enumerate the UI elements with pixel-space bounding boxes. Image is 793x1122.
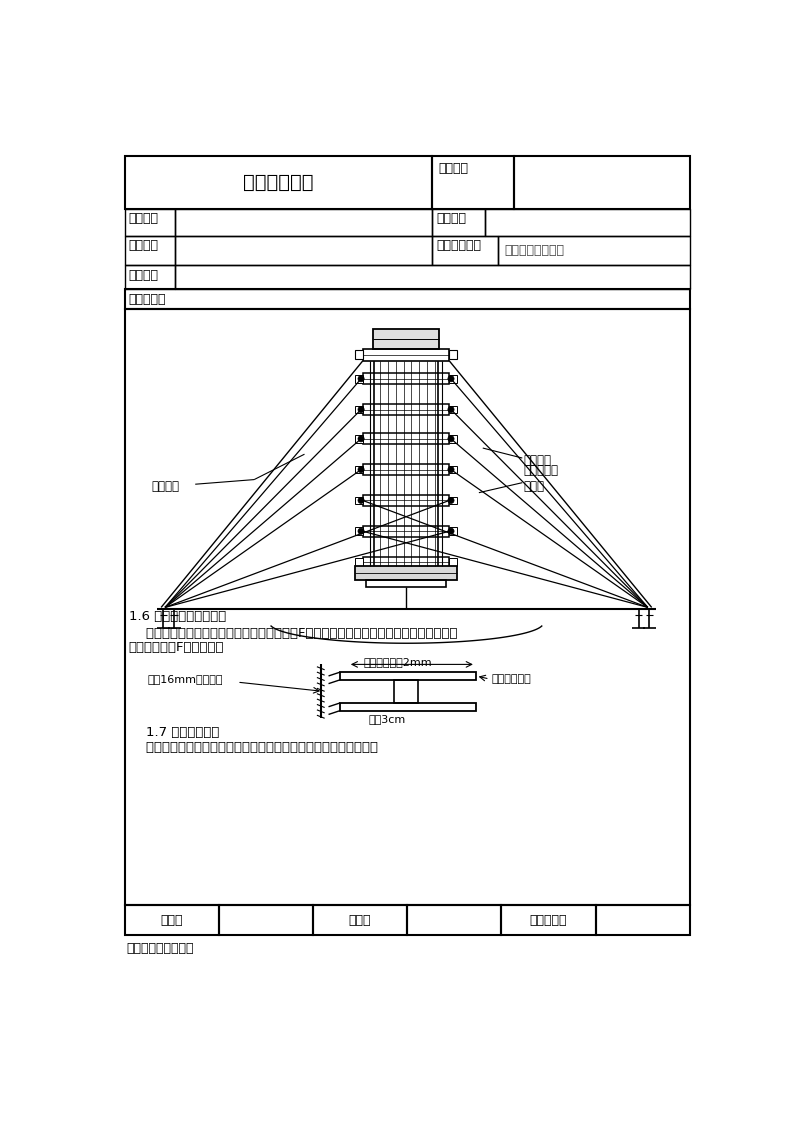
Circle shape	[358, 435, 364, 442]
Bar	[362, 433, 450, 444]
Bar	[125, 236, 175, 265]
Circle shape	[358, 467, 364, 472]
Bar	[355, 558, 362, 565]
Bar	[125, 310, 690, 904]
Bar	[125, 209, 175, 236]
Text: 1.6 截面尺寸保证措施：: 1.6 截面尺寸保证措施：	[128, 609, 226, 623]
Bar	[394, 680, 418, 702]
Bar	[362, 404, 450, 415]
Text: 资料编号: 资料编号	[439, 163, 469, 175]
Bar	[485, 209, 690, 236]
Bar	[355, 375, 362, 383]
Bar	[450, 435, 458, 443]
Circle shape	[448, 435, 454, 442]
Bar	[450, 406, 458, 413]
Bar	[340, 702, 476, 710]
Text: 1.7 防露浆措施：: 1.7 防露浆措施：	[128, 726, 219, 739]
Text: 分项工程名称: 分项工程名称	[436, 239, 481, 252]
Bar	[125, 904, 219, 936]
Bar	[355, 406, 362, 413]
Bar	[355, 497, 362, 504]
Bar	[450, 350, 458, 359]
Bar	[362, 557, 450, 568]
Text: 接受交底人: 接受交底人	[529, 913, 567, 927]
Circle shape	[448, 406, 454, 413]
Bar	[355, 350, 362, 359]
Bar	[498, 236, 690, 265]
Bar	[362, 526, 450, 536]
Bar	[450, 558, 458, 565]
Bar	[407, 904, 501, 936]
Text: 柱截面尺寸减2mm: 柱截面尺寸减2mm	[363, 656, 432, 666]
Text: 交底内容：: 交底内容：	[128, 293, 166, 306]
Text: 交底日期: 交底日期	[436, 212, 466, 226]
Bar	[175, 265, 690, 289]
Bar	[432, 236, 498, 265]
Bar	[450, 375, 458, 383]
Bar	[340, 672, 476, 680]
Bar	[501, 904, 596, 936]
Circle shape	[358, 497, 364, 504]
Text: 为保证独立柱截面尺寸，独立柱内部安放双F卡，安放位置：上中下三个截面，每个截面: 为保证独立柱截面尺寸，独立柱内部安放双F卡，安放位置：上中下三个截面，每个截面	[128, 627, 457, 640]
Bar	[374, 330, 439, 349]
Circle shape	[448, 497, 454, 504]
Bar	[362, 374, 450, 384]
Bar	[362, 495, 450, 506]
Bar	[366, 580, 446, 588]
Text: 垂直两道，双F卡如下图：: 垂直两道，双F卡如下图：	[128, 642, 224, 654]
Text: 斜撑之间: 斜撑之间	[524, 454, 552, 467]
Text: 交底提要: 交底提要	[128, 268, 159, 282]
Bar	[514, 156, 690, 209]
Circle shape	[358, 406, 364, 413]
Bar	[432, 156, 514, 209]
Bar	[175, 236, 432, 265]
Text: 用钢管连接: 用钢管连接	[524, 465, 559, 477]
Text: 审核人: 审核人	[160, 913, 182, 927]
Text: 柱模板启口位置粘贴海绵条，防止露浆，确保成型效果，如下图；: 柱模板启口位置粘贴海绵条，防止露浆，确保成型效果，如下图；	[128, 742, 377, 754]
Text: 间距3cm: 间距3cm	[368, 715, 405, 725]
Text: 交底人: 交底人	[348, 913, 371, 927]
Circle shape	[448, 528, 454, 534]
Bar	[175, 209, 432, 236]
Text: 两端刷防锈漆: 两端刷防锈漆	[492, 674, 531, 684]
Bar	[450, 497, 458, 504]
Bar	[355, 435, 362, 443]
Text: 本表由施工单位填写: 本表由施工单位填写	[126, 941, 193, 955]
Bar	[355, 565, 458, 580]
Bar	[313, 904, 407, 936]
Text: 工程名称: 工程名称	[128, 212, 159, 226]
Bar	[219, 904, 313, 936]
Circle shape	[358, 376, 364, 381]
Text: 施工单位: 施工单位	[128, 239, 159, 252]
Circle shape	[448, 376, 454, 381]
Bar	[125, 289, 690, 310]
Bar	[596, 904, 690, 936]
Circle shape	[448, 467, 454, 472]
Bar	[362, 465, 450, 475]
Text: 直径16mm螺纹钢筋: 直径16mm螺纹钢筋	[148, 674, 224, 684]
Bar	[432, 209, 485, 236]
Text: 柱斜撑: 柱斜撑	[524, 479, 545, 493]
Bar	[450, 466, 458, 473]
Text: 柱模板安装、拆除: 柱模板安装、拆除	[504, 243, 565, 257]
Text: 钢管斜撑: 钢管斜撑	[151, 479, 180, 493]
Bar	[362, 349, 450, 361]
Bar	[125, 156, 432, 209]
Bar	[450, 527, 458, 535]
Bar	[355, 466, 362, 473]
Bar	[355, 527, 362, 535]
Circle shape	[358, 528, 364, 534]
Text: 技术交底记录: 技术交底记录	[243, 173, 313, 192]
Bar	[125, 265, 175, 289]
